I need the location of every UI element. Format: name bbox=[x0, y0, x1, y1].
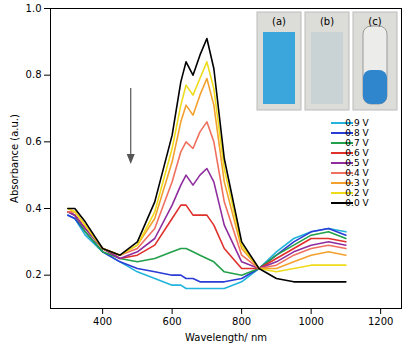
svg-text:400: 400 bbox=[93, 316, 112, 327]
svg-text:(a): (a) bbox=[272, 16, 286, 27]
svg-text:0.9 V: 0.9 V bbox=[345, 118, 369, 128]
svg-text:0.4 V: 0.4 V bbox=[345, 168, 369, 178]
svg-text:0.6 V: 0.6 V bbox=[345, 148, 369, 158]
svg-text:Wavelength/ nm: Wavelength/ nm bbox=[185, 332, 267, 343]
svg-text:(c): (c) bbox=[368, 16, 381, 27]
svg-text:(b): (b) bbox=[320, 16, 334, 27]
svg-text:0.5 V: 0.5 V bbox=[345, 158, 369, 168]
svg-text:1.0: 1.0 bbox=[26, 3, 42, 14]
svg-text:0.2 V: 0.2 V bbox=[345, 188, 369, 198]
svg-text:0.0 V: 0.0 V bbox=[345, 198, 369, 208]
svg-text:0.8: 0.8 bbox=[26, 69, 42, 80]
svg-text:0.7 V: 0.7 V bbox=[345, 138, 369, 148]
svg-text:0.6: 0.6 bbox=[26, 136, 42, 147]
svg-text:600: 600 bbox=[163, 316, 182, 327]
svg-text:0.2: 0.2 bbox=[26, 269, 42, 280]
svg-text:800: 800 bbox=[232, 316, 251, 327]
svg-text:1000: 1000 bbox=[298, 316, 323, 327]
svg-text:0.8 V: 0.8 V bbox=[345, 128, 369, 138]
svg-text:0.3 V: 0.3 V bbox=[345, 178, 369, 188]
svg-text:1200: 1200 bbox=[368, 316, 393, 327]
svg-text:Absorbance (a.u.): Absorbance (a.u.) bbox=[9, 114, 20, 203]
svg-text:0.4: 0.4 bbox=[26, 203, 42, 214]
